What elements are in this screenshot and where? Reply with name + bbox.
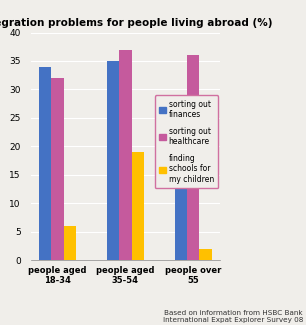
Title: Integration problems for people living abroad (%): Integration problems for people living a… (0, 18, 273, 28)
Bar (200, 249, 212, 260)
Bar (64, 226, 76, 260)
Bar (119, 49, 132, 260)
Bar (39, 67, 51, 260)
Text: Based on information from HSBC Bank
International Expat Explorer Survey 08: Based on information from HSBC Bank Inte… (162, 310, 303, 323)
Bar (107, 61, 119, 260)
Bar (187, 55, 200, 260)
Bar (51, 78, 64, 260)
Bar (132, 152, 144, 260)
Bar (175, 95, 187, 260)
Legend: sorting out
finances, sorting out
healthcare, finding
schools for
my children: sorting out finances, sorting out health… (155, 95, 218, 188)
